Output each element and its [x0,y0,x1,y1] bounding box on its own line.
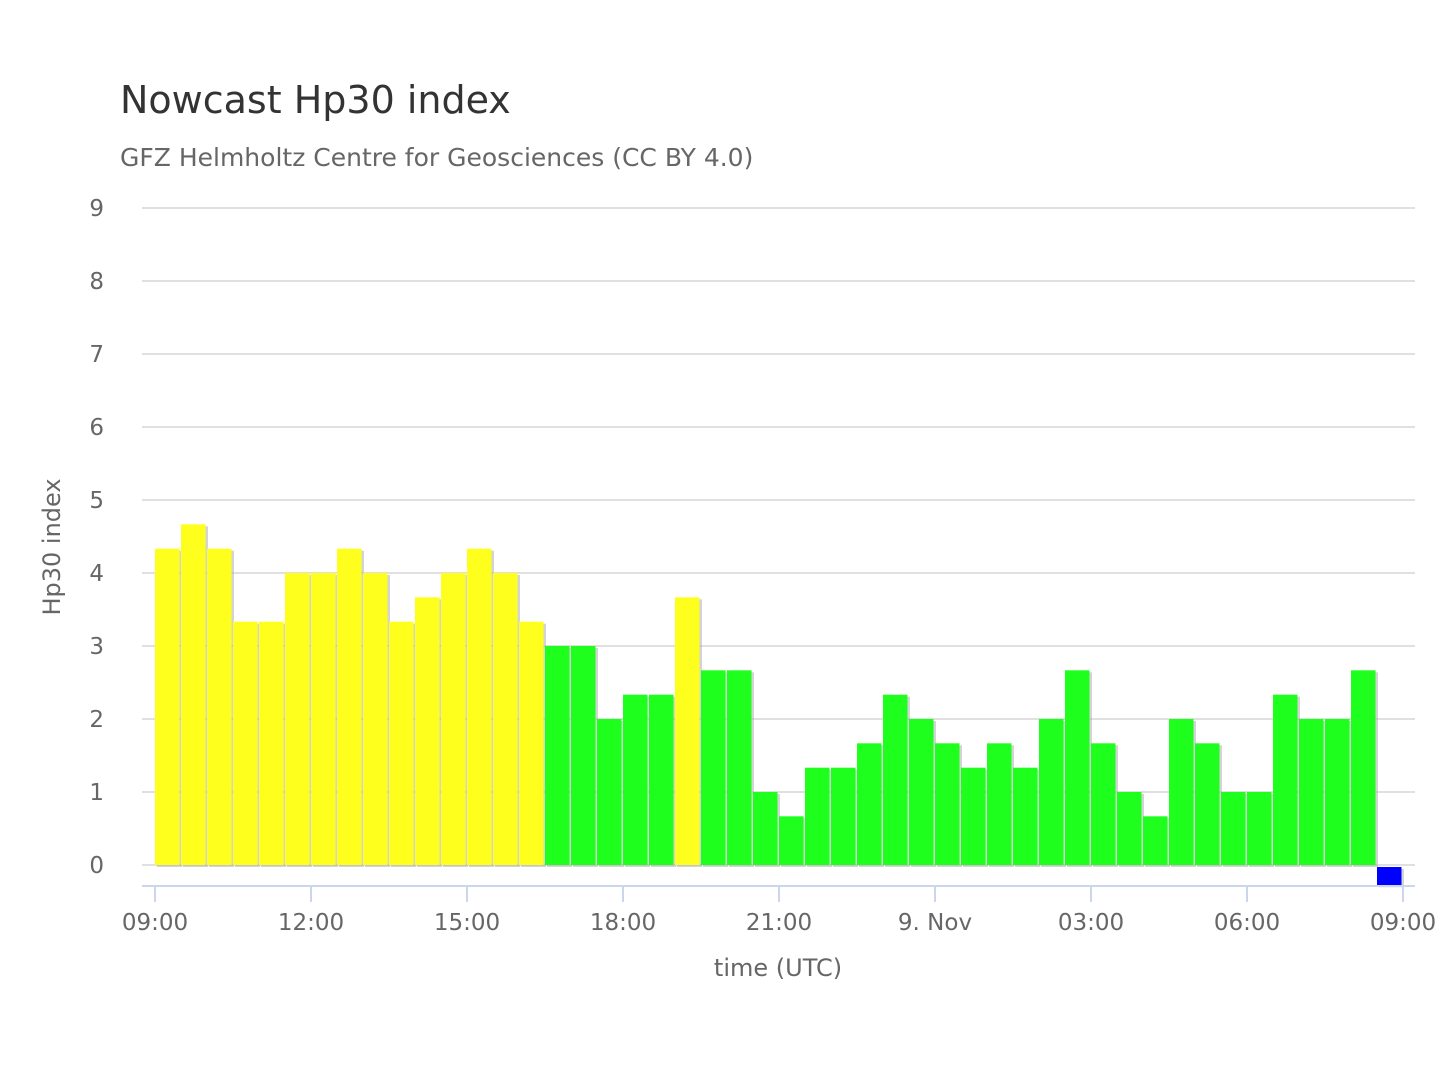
bar[interactable] [1351,670,1376,865]
bar[interactable] [285,573,310,865]
bar[interactable] [441,573,466,865]
x-tick-label: 18:00 [590,910,656,936]
chart-subtitle: GFZ Helmholtz Centre for Geosciences (CC… [120,143,754,172]
bar[interactable] [623,694,648,865]
bar[interactable] [727,670,752,865]
y-tick-label: 4 [89,561,104,587]
y-tick-label: 1 [89,780,104,806]
bar[interactable] [337,548,362,865]
y-tick-label: 9 [89,196,104,222]
bar[interactable] [571,646,596,865]
bar[interactable] [415,597,440,865]
bar[interactable] [805,767,830,865]
bar[interactable] [493,573,518,865]
x-tick-label: 9. Nov [898,910,972,936]
x-tick-label: 15:00 [434,910,500,936]
y-axis-title: Hp30 index [38,478,66,615]
bar[interactable] [1091,743,1116,865]
bar[interactable] [649,694,674,865]
bar[interactable] [935,743,960,865]
bar[interactable] [181,524,206,865]
x-tick-label: 06:00 [1214,910,1280,936]
bar[interactable] [1143,816,1168,865]
bar[interactable] [1273,694,1298,865]
bar[interactable] [1169,719,1194,865]
bar[interactable] [363,573,388,865]
bar[interactable] [701,670,726,865]
y-tick-label: 6 [89,415,104,441]
bar[interactable] [311,573,336,865]
bar[interactable] [779,816,804,865]
bar[interactable] [233,621,258,865]
bar[interactable] [1013,767,1038,865]
bar[interactable] [1299,719,1324,865]
bar[interactable] [1221,792,1246,865]
chart-title: Nowcast Hp30 index [120,78,511,122]
bar[interactable] [883,694,908,865]
bar[interactable] [207,548,232,865]
bar[interactable] [753,792,778,865]
bar[interactable] [519,621,544,865]
x-tick-label: 09:00 [1370,910,1436,936]
bar[interactable] [155,548,180,865]
bar[interactable] [1065,670,1090,865]
y-tick-label: 2 [89,707,104,733]
x-tick-label: 21:00 [746,910,812,936]
bar[interactable] [545,646,570,865]
y-tick-label: 8 [89,269,104,295]
x-tick-label: 09:00 [122,910,188,936]
bar[interactable] [259,621,284,865]
bar[interactable] [1195,743,1220,865]
bar[interactable] [1039,719,1064,865]
bar[interactable] [831,767,856,865]
x-tick-label: 12:00 [278,910,344,936]
x-tick-label: 03:00 [1058,910,1124,936]
x-axis-title: time (UTC) [714,954,842,982]
y-tick-label: 3 [89,634,104,660]
bar[interactable] [987,743,1012,865]
bar[interactable] [675,597,700,865]
y-tick-label: 0 [89,853,104,879]
y-tick-label: 5 [89,488,104,514]
bar[interactable] [857,743,882,865]
bar[interactable] [1377,867,1402,886]
bar[interactable] [909,719,934,865]
bar[interactable] [1325,719,1350,865]
bar[interactable] [1117,792,1142,865]
bar[interactable] [597,719,622,865]
bar[interactable] [1247,792,1272,865]
bar[interactable] [467,548,492,865]
y-tick-label: 7 [89,342,104,368]
bar[interactable] [389,621,414,865]
bar[interactable] [961,767,986,865]
